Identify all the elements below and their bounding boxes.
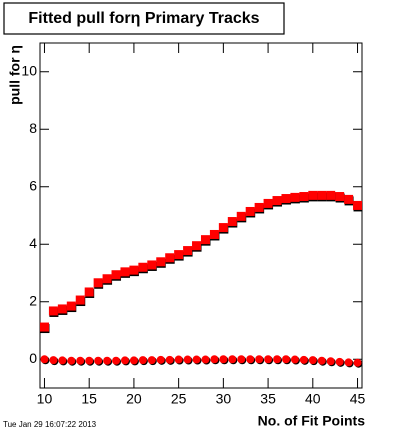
square-marker [335, 192, 345, 202]
square-marker [263, 198, 273, 208]
circle-marker [335, 357, 344, 366]
plot-frame [39, 42, 363, 389]
title-box [3, 2, 285, 35]
circle-marker [94, 356, 103, 365]
square-marker [156, 257, 166, 267]
square-marker [245, 206, 255, 216]
circle-marker [40, 355, 49, 364]
circle-marker [76, 356, 85, 365]
timestamp: Tue Jan 29 16:07:22 2013 [3, 420, 97, 429]
circle-marker [281, 355, 290, 364]
square-marker [75, 295, 85, 305]
square-marker [200, 235, 210, 245]
circle-marker [103, 356, 112, 365]
square-marker [192, 241, 202, 251]
square-marker [209, 229, 219, 239]
y-tick-label: 6 [29, 177, 37, 193]
circle-marker [219, 355, 228, 364]
y-tick-label: 4 [29, 235, 37, 251]
circle-marker [264, 355, 273, 364]
circle-marker [147, 356, 156, 365]
circle-marker [353, 358, 362, 367]
y-tick-label: 10 [21, 62, 37, 78]
x-tick-label: 10 [37, 391, 53, 407]
square-marker [326, 190, 336, 200]
circle-marker [237, 355, 246, 364]
x-tick-label: 15 [81, 391, 97, 407]
square-marker [48, 306, 58, 316]
square-marker [308, 190, 318, 200]
square-marker [174, 250, 184, 260]
circle-marker [210, 355, 219, 364]
circle-marker [85, 356, 94, 365]
x-tick-label: 40 [305, 391, 321, 407]
circle-marker [129, 356, 138, 365]
circle-marker [58, 356, 67, 365]
circle-marker [326, 357, 335, 366]
square-marker [129, 265, 139, 275]
circle-marker [183, 355, 192, 364]
square-marker [281, 194, 291, 204]
square-marker [111, 270, 121, 280]
square-marker [57, 304, 67, 314]
y-tick-label: 0 [29, 350, 37, 366]
circle-marker [344, 358, 353, 367]
square-marker [120, 267, 130, 277]
y-tick-label: 8 [29, 120, 37, 136]
x-tick-label: 20 [126, 391, 142, 407]
x-tick-label: 25 [171, 391, 187, 407]
circle-marker [308, 356, 317, 365]
circle-marker [192, 355, 201, 364]
square-marker [66, 301, 76, 311]
circle-marker [49, 356, 58, 365]
square-marker [227, 217, 237, 227]
square-marker [344, 194, 354, 204]
square-marker [84, 287, 94, 297]
square-marker [290, 192, 300, 202]
x-tick-label: 45 [350, 391, 366, 407]
circle-marker [290, 355, 299, 364]
circle-marker [138, 356, 147, 365]
square-marker [102, 274, 112, 284]
circle-marker [228, 355, 237, 364]
x-axis-label: No. of Fit Points [258, 413, 366, 429]
square-marker [165, 253, 175, 263]
square-marker [353, 200, 363, 210]
circle-marker [174, 355, 183, 364]
circle-marker [273, 355, 282, 364]
square-marker [218, 223, 228, 233]
circle-marker [246, 355, 255, 364]
square-marker [93, 278, 103, 288]
circle-marker [67, 356, 76, 365]
circle-marker [317, 356, 326, 365]
circle-marker [156, 355, 165, 364]
circle-marker [165, 355, 174, 364]
y-tick-label: 2 [29, 292, 37, 308]
x-tick-label: 35 [260, 391, 276, 407]
square-marker [39, 322, 49, 332]
y-axis-label: pull for η [7, 45, 23, 105]
square-marker [236, 211, 246, 221]
square-marker [138, 262, 148, 272]
chart-title: Fitted pull forη Primary Tracks [28, 10, 259, 27]
circle-marker [299, 355, 308, 364]
circle-marker [112, 356, 121, 365]
square-marker [147, 260, 157, 270]
square-marker [183, 246, 193, 256]
circle-marker [120, 356, 129, 365]
square-marker [254, 202, 264, 212]
square-marker [299, 192, 309, 202]
x-tick-label: 30 [216, 391, 232, 407]
circle-marker [255, 355, 264, 364]
square-marker [272, 196, 282, 206]
circle-marker [201, 355, 210, 364]
square-marker [317, 190, 327, 200]
